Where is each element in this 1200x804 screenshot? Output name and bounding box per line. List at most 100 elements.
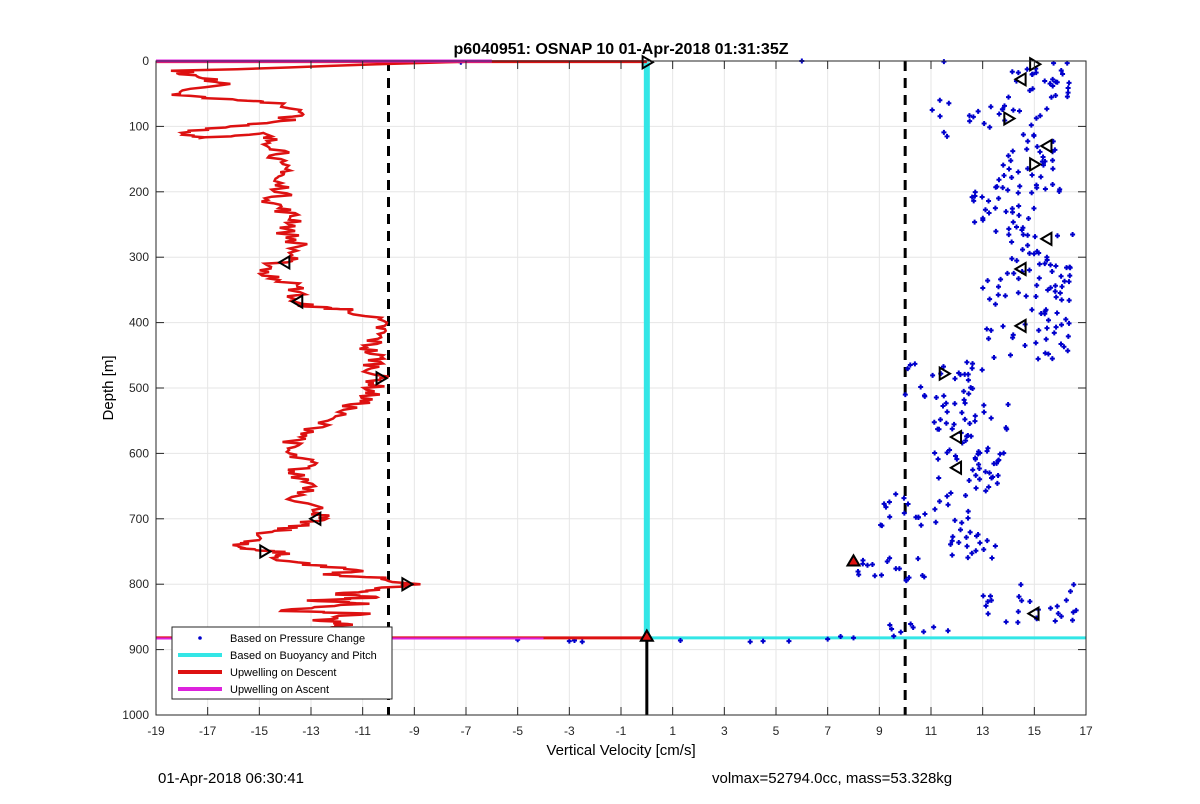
pressure-change-point bbox=[981, 121, 987, 127]
pressure-change-point bbox=[1015, 619, 1021, 625]
pressure-change-point bbox=[1033, 293, 1039, 299]
pressure-change-point bbox=[965, 508, 971, 514]
x-tick-label: -9 bbox=[409, 724, 420, 738]
pressure-change-point bbox=[1043, 307, 1049, 313]
pressure-change-point bbox=[1058, 341, 1064, 347]
pressure-change-point bbox=[984, 538, 990, 544]
pressure-change-point bbox=[965, 432, 971, 438]
pressure-change-point bbox=[944, 133, 950, 139]
pressure-change-point bbox=[1015, 290, 1021, 296]
pressure-change-point bbox=[985, 611, 991, 617]
pressure-change-point bbox=[973, 548, 979, 554]
pressure-change-point bbox=[1063, 597, 1069, 603]
pressure-change-point bbox=[1030, 86, 1036, 92]
pressure-change-point bbox=[949, 426, 955, 432]
triangle-marker bbox=[1029, 156, 1043, 173]
pressure-change-point bbox=[1060, 71, 1066, 77]
pressure-change-point bbox=[1037, 113, 1043, 119]
pressure-change-point bbox=[918, 522, 924, 528]
triangle-marker bbox=[401, 576, 415, 592]
pressure-change-point bbox=[970, 467, 976, 473]
y-tick-label: 600 bbox=[129, 446, 149, 460]
x-tick-label: 13 bbox=[976, 724, 990, 738]
y-tick-label: 500 bbox=[129, 381, 149, 395]
pressure-change-point bbox=[993, 228, 999, 234]
pressure-change-point bbox=[996, 111, 1002, 117]
pressure-change-point bbox=[912, 361, 918, 367]
pressure-change-point bbox=[963, 492, 969, 498]
pressure-change-point bbox=[1037, 149, 1043, 155]
pressure-change-point bbox=[1034, 282, 1040, 288]
pressure-change-point bbox=[977, 450, 983, 456]
pressure-change-point bbox=[1024, 146, 1030, 152]
pressure-change-point bbox=[952, 376, 958, 382]
triangle-marker bbox=[938, 365, 952, 382]
pressure-change-point bbox=[959, 520, 965, 526]
pressure-change-point bbox=[967, 529, 973, 535]
pressure-change-point bbox=[1027, 88, 1033, 94]
pressure-change-point bbox=[1050, 76, 1056, 82]
x-tick-label: 11 bbox=[925, 724, 938, 738]
axes: -19 -17 -15 -13 -11 -9 -7 -5 -3 -1 1 3 5 7 9 11 13 15 1701… bbox=[122, 54, 1093, 738]
pressure-change-point bbox=[1065, 85, 1071, 91]
pressure-change-point bbox=[922, 511, 928, 517]
pressure-change-point bbox=[935, 456, 941, 462]
pressure-change-point bbox=[1006, 166, 1012, 172]
pressure-change-point bbox=[1015, 609, 1021, 615]
pressure-change-point bbox=[996, 284, 1002, 290]
pressure-change-point bbox=[1011, 270, 1017, 276]
pressure-change-point bbox=[952, 401, 958, 407]
x-tick-label: -19 bbox=[147, 724, 165, 738]
pressure-change-point bbox=[962, 416, 968, 422]
pressure-change-point bbox=[1029, 172, 1035, 178]
pressure-change-point bbox=[941, 59, 947, 65]
pressure-change-point bbox=[1039, 159, 1045, 165]
pressure-change-point bbox=[995, 292, 1001, 298]
pressure-change-point bbox=[969, 365, 975, 371]
pressure-change-point bbox=[936, 475, 942, 481]
pressure-change-point bbox=[907, 362, 913, 368]
upwelling-descent-line bbox=[170, 59, 490, 640]
pressure-change-point bbox=[1003, 619, 1009, 625]
pressure-change-point bbox=[1009, 256, 1015, 262]
pressure-change-point bbox=[918, 384, 924, 390]
pressure-change-point bbox=[965, 377, 971, 383]
pressure-change-point bbox=[983, 603, 989, 609]
pressure-change-point bbox=[972, 455, 978, 461]
pressure-change-point bbox=[1009, 69, 1015, 75]
pressure-change-point bbox=[1026, 267, 1032, 273]
pressure-change-point bbox=[1050, 166, 1056, 172]
pressure-change-point bbox=[1044, 106, 1050, 112]
pressure-change-point bbox=[887, 514, 893, 520]
pressure-change-point bbox=[943, 420, 949, 426]
pressure-change-point bbox=[1010, 107, 1016, 113]
pressure-change-point bbox=[986, 470, 992, 476]
triangle-marker bbox=[639, 628, 655, 642]
pressure-change-point bbox=[860, 561, 866, 567]
x-tick-label: -1 bbox=[616, 724, 627, 738]
pressure-change-point bbox=[1057, 290, 1063, 296]
pressure-change-point bbox=[1065, 333, 1071, 339]
pressure-change-point bbox=[913, 514, 919, 520]
pressure-change-point bbox=[940, 364, 946, 370]
pressure-change-point bbox=[959, 410, 965, 416]
pressure-change-point bbox=[869, 561, 875, 567]
pressure-change-point bbox=[1000, 106, 1006, 112]
pressure-change-point bbox=[760, 638, 766, 644]
pressure-change-point bbox=[1031, 133, 1037, 139]
pressure-change-point bbox=[969, 194, 975, 200]
pressure-change-point bbox=[786, 638, 792, 644]
pressure-change-point bbox=[921, 629, 927, 635]
pressure-change-point bbox=[1029, 307, 1035, 313]
pressure-change-point bbox=[972, 219, 978, 225]
pressure-change-point bbox=[933, 394, 939, 400]
pressure-change-point bbox=[1048, 605, 1054, 611]
pressure-change-point bbox=[905, 366, 911, 372]
pressure-change-point bbox=[949, 552, 955, 558]
pressure-change-point bbox=[983, 488, 989, 494]
pressure-change-point bbox=[1020, 247, 1026, 253]
pressure-change-point bbox=[1025, 242, 1031, 248]
pressure-change-point bbox=[953, 453, 959, 459]
pressure-change-point bbox=[979, 367, 985, 373]
pressure-change-point bbox=[966, 477, 972, 483]
